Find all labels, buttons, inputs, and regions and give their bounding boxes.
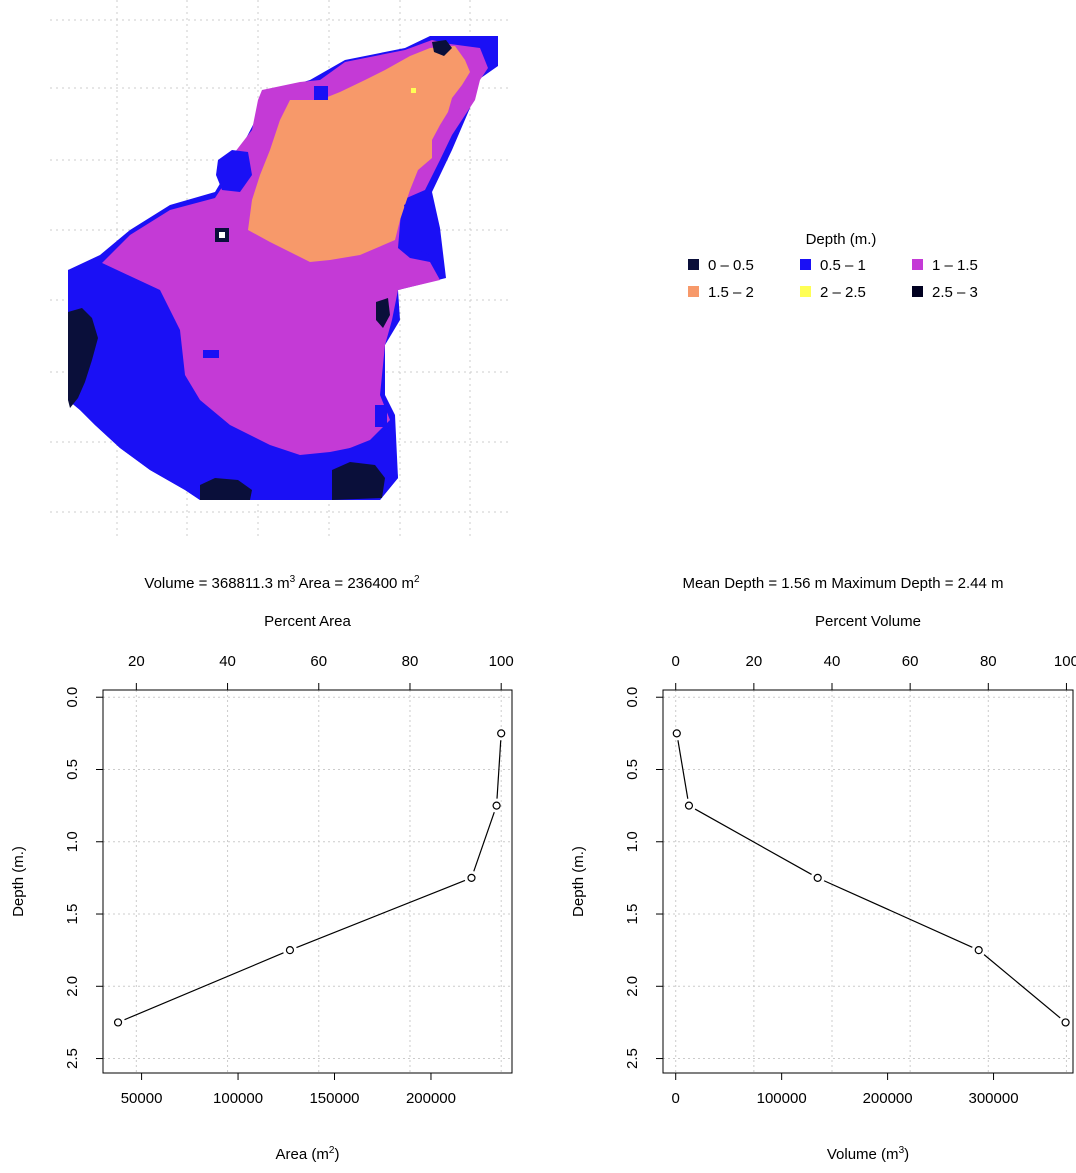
volume-depth-chart: 0 100000 200000 300000 0 20 40 60 80 100 0.0 0.5 1.0… xyxy=(570,613,1076,1163)
map-legend: Depth (m.) 0 – 0.5 0.5 – 1 1 – 1.5 1.5 – 2 2… xyxy=(688,231,978,301)
top-tick-label: 80 xyxy=(402,653,419,670)
series-line-segment xyxy=(473,812,495,872)
x-tick-label: 100000 xyxy=(213,1090,263,1107)
y-tick-label: 0.0 xyxy=(64,687,81,708)
zone-0-0.5-south1 xyxy=(200,478,252,500)
legend-swatch xyxy=(912,286,923,297)
x-axis-label: Volume (m3) xyxy=(827,1145,909,1163)
zone-0-0.5-south2 xyxy=(332,462,385,500)
top-axis-label: Percent Volume xyxy=(815,613,921,630)
y-tick-label: 0.5 xyxy=(624,759,641,780)
zone-0-0.5-west xyxy=(68,308,98,408)
depth-map xyxy=(50,0,512,540)
legend-swatch xyxy=(688,286,699,297)
top-tick-label: 100 xyxy=(489,653,514,670)
islet-hole xyxy=(219,232,225,238)
legend-label: 0.5 – 1 xyxy=(820,257,866,274)
series-line-segment xyxy=(124,952,284,1021)
top-tick-label: 100 xyxy=(1054,653,1076,670)
data-point xyxy=(467,873,476,882)
area-depth-chart: 50000 100000 150000 200000 20 40 60 80 100 0.0 0.5… xyxy=(10,613,514,1163)
y-tick-label: 2.5 xyxy=(624,1048,641,1069)
zone-0.5-1-nw xyxy=(216,150,252,192)
x-tick-label: 50000 xyxy=(121,1090,163,1107)
top-tick-label: 0 xyxy=(672,653,680,670)
legend-swatch xyxy=(800,286,811,297)
top-tick-label: 20 xyxy=(128,653,145,670)
legend-label: 1 – 1.5 xyxy=(932,257,978,274)
series-line-segment xyxy=(823,880,973,948)
plot-frame xyxy=(102,689,513,1074)
top-tick-label: 20 xyxy=(746,653,763,670)
y-tick-label: 0.0 xyxy=(624,687,641,708)
data-point xyxy=(492,801,501,810)
x-tick-label: 200000 xyxy=(406,1090,456,1107)
data-point xyxy=(684,801,694,810)
x-tick-label: 300000 xyxy=(969,1090,1019,1107)
summary-left: Volume = 368811.3 m3 Area = 236400 m2 xyxy=(144,574,420,592)
series-line-segment xyxy=(983,954,1061,1019)
patch-2 xyxy=(203,350,219,358)
data-point xyxy=(113,1018,123,1027)
zone-0.5-1-ne xyxy=(404,196,436,255)
x-axis-label: Area (m2) xyxy=(276,1145,340,1163)
y-tick-label: 2.0 xyxy=(64,976,81,997)
y-tick-label: 2.5 xyxy=(64,1048,81,1069)
x-tick-label: 200000 xyxy=(863,1090,913,1107)
top-tick-label: 80 xyxy=(980,653,997,670)
top-tick-label: 60 xyxy=(902,653,919,670)
data-point xyxy=(974,946,983,955)
zone-0-0.5-north xyxy=(432,40,452,56)
plot-frame xyxy=(662,689,1074,1074)
series-line-segment xyxy=(496,740,502,799)
legend-swatch xyxy=(800,259,811,270)
zone-0.5-1-inner xyxy=(68,262,398,500)
y-tick-label: 0.5 xyxy=(64,759,81,780)
data-point xyxy=(672,729,681,738)
data-point xyxy=(1061,1018,1070,1027)
patch-3 xyxy=(375,405,387,427)
y-axis-label: Depth (m.) xyxy=(570,846,587,917)
data-point xyxy=(285,946,295,955)
y-tick-label: 1.5 xyxy=(64,904,81,925)
summary-right: Mean Depth = 1.56 m Maximum Depth = 2.44… xyxy=(683,575,1004,592)
x-tick-label: 150000 xyxy=(309,1090,359,1107)
y-tick-label: 1.5 xyxy=(624,904,641,925)
patch-1 xyxy=(314,86,328,100)
legend-title: Depth (m.) xyxy=(806,231,877,248)
series-line-segment xyxy=(694,808,812,875)
zone-2-2.5 xyxy=(411,88,416,93)
y-tick-label: 2.0 xyxy=(624,976,641,997)
legend-label: 1.5 – 2 xyxy=(708,284,754,301)
series-line-segment xyxy=(296,879,466,949)
data-point xyxy=(497,729,506,738)
top-tick-label: 40 xyxy=(219,653,236,670)
data-point xyxy=(813,873,822,882)
zone-0-0.5-east xyxy=(376,298,390,328)
legend-swatch xyxy=(688,259,699,270)
legend-swatch xyxy=(912,259,923,270)
y-tick-label: 1.0 xyxy=(64,831,81,852)
top-tick-label: 60 xyxy=(310,653,327,670)
top-tick-label: 40 xyxy=(824,653,841,670)
x-tick-label: 100000 xyxy=(757,1090,807,1107)
zone-1.5-2 xyxy=(248,46,470,262)
x-tick-label: 0 xyxy=(672,1090,680,1107)
y-tick-label: 1.0 xyxy=(624,831,641,852)
top-axis-label: Percent Area xyxy=(264,613,351,630)
legend-label: 0 – 0.5 xyxy=(708,257,754,274)
series-line-segment xyxy=(677,740,689,799)
legend-label: 2.5 – 3 xyxy=(932,284,978,301)
y-axis-label: Depth (m.) xyxy=(10,846,27,917)
legend-label: 2 – 2.5 xyxy=(820,284,866,301)
